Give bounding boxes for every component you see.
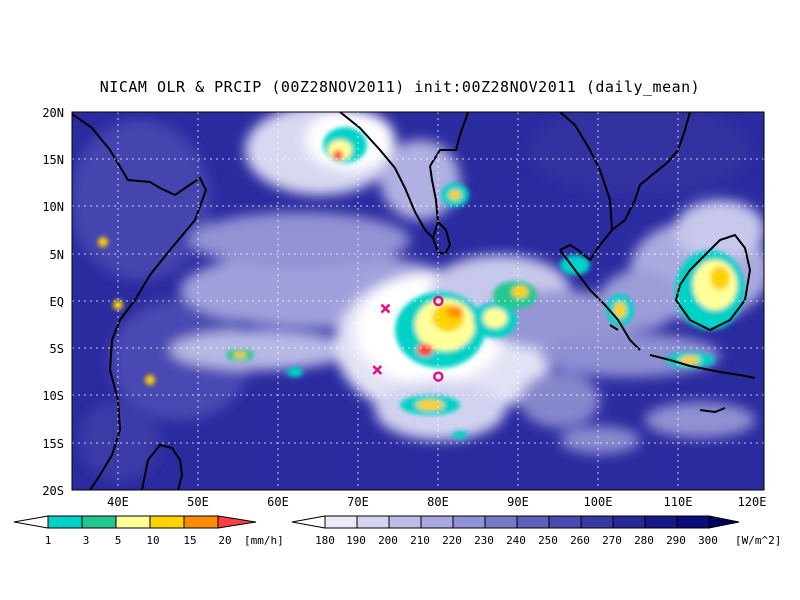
lat-tick: 20S xyxy=(42,484,64,498)
olr-colorbar-label: 220 xyxy=(442,534,462,547)
olr-colorbar-label: 260 xyxy=(570,534,590,547)
olr-colorbar-cell xyxy=(644,515,678,529)
lon-tick: 120E xyxy=(738,495,767,509)
olr-colorbar-left-arrow xyxy=(291,515,326,529)
grid xyxy=(72,112,764,490)
lon-tick: 60E xyxy=(267,495,289,509)
precip-colorbar-unit: [mm/h] xyxy=(244,534,284,547)
olr-colorbar: 180 190 200 210 220 230 240 250 260 270 … xyxy=(291,515,781,547)
lon-tick: 40E xyxy=(107,495,129,509)
precip-colorbar: 1 3 5 10 15 20 [mm/h] xyxy=(13,515,284,547)
lat-tick: 20N xyxy=(42,106,64,120)
olr-colorbar-label: 210 xyxy=(410,534,430,547)
precip-colorbar-cell xyxy=(81,515,117,529)
precip-colorbar-cell xyxy=(183,515,219,529)
precip-colorbar-label: 3 xyxy=(83,534,90,547)
olr-colorbar-label: 250 xyxy=(538,534,558,547)
olr-colorbar-label: 270 xyxy=(602,534,622,547)
olr-colorbar-label: 240 xyxy=(506,534,526,547)
lat-tick: 5S xyxy=(50,342,64,356)
olr-colorbar-label: 290 xyxy=(666,534,686,547)
olr-colorbar-cell xyxy=(420,515,454,529)
precip-colorbar-cell xyxy=(115,515,151,529)
olr-colorbar-label: 300 xyxy=(698,534,718,547)
olr-colorbar-cell xyxy=(516,515,550,529)
olr-colorbar-label: 180 xyxy=(315,534,335,547)
lat-axis: 20N 15N 10N 5N EQ 5S 10S 15S 20S xyxy=(42,106,64,498)
precip-colorbar-label: 15 xyxy=(183,534,196,547)
precip-colorbar-label: 10 xyxy=(146,534,159,547)
lat-tick: 10N xyxy=(42,200,64,214)
olr-colorbar-cell xyxy=(356,515,390,529)
precip-colorbar-left-arrow xyxy=(13,515,49,529)
olr-colorbar-cells xyxy=(291,515,740,529)
lon-tick: 110E xyxy=(664,495,693,509)
storm-markers xyxy=(372,295,444,382)
lon-axis: 40E 50E 60E 70E 80E 90E 100E 110E 120E xyxy=(107,495,766,509)
precip-colorbar-cell xyxy=(149,515,185,529)
precip-colorbar-cell xyxy=(47,515,83,529)
precip-field xyxy=(98,127,745,439)
olr-colorbar-cell xyxy=(580,515,614,529)
olr-colorbar-right-arrow xyxy=(708,515,740,529)
map-title: NICAM OLR & PRCIP (00Z28NOV2011) init:00… xyxy=(99,78,701,96)
olr-colorbar-unit: [W/m^2] xyxy=(735,534,781,547)
olr-colorbar-label: 230 xyxy=(474,534,494,547)
storm-cross-marker xyxy=(372,365,383,375)
lon-tick: 50E xyxy=(187,495,209,509)
lon-tick: 70E xyxy=(347,495,369,509)
lat-tick: 5N xyxy=(50,248,64,262)
olr-colorbar-label: 280 xyxy=(634,534,654,547)
olr-colorbar-label: 200 xyxy=(378,534,398,547)
olr-colorbar-cell xyxy=(612,515,646,529)
lon-tick: 90E xyxy=(507,495,529,509)
lon-tick: 80E xyxy=(427,495,449,509)
coastlines xyxy=(72,112,756,490)
lat-tick: 15N xyxy=(42,153,64,167)
olr-colorbar-cell xyxy=(324,515,358,529)
storm-circle-marker xyxy=(433,371,444,382)
precip-colorbar-label: 1 xyxy=(45,534,52,547)
storm-circle-marker xyxy=(433,295,444,307)
lat-tick: EQ xyxy=(50,295,64,309)
lon-tick: 100E xyxy=(584,495,613,509)
map-plot-area xyxy=(72,112,764,490)
olr-colorbar-cell xyxy=(484,515,518,529)
precip-colorbar-right-arrow xyxy=(217,515,257,529)
olr-colorbar-cell xyxy=(452,515,486,529)
precip-colorbar-label: 5 xyxy=(115,534,122,547)
olr-colorbar-label: 190 xyxy=(346,534,366,547)
lat-tick: 15S xyxy=(42,437,64,451)
precip-colorbar-label: 20 xyxy=(218,534,231,547)
olr-colorbar-cell xyxy=(676,515,710,529)
map-frame xyxy=(71,111,765,491)
olr-colorbar-cell xyxy=(548,515,582,529)
precip-colorbar-cells xyxy=(13,515,257,529)
lat-tick: 10S xyxy=(42,389,64,403)
olr-colorbar-cell xyxy=(388,515,422,529)
storm-cross-marker xyxy=(380,303,391,314)
